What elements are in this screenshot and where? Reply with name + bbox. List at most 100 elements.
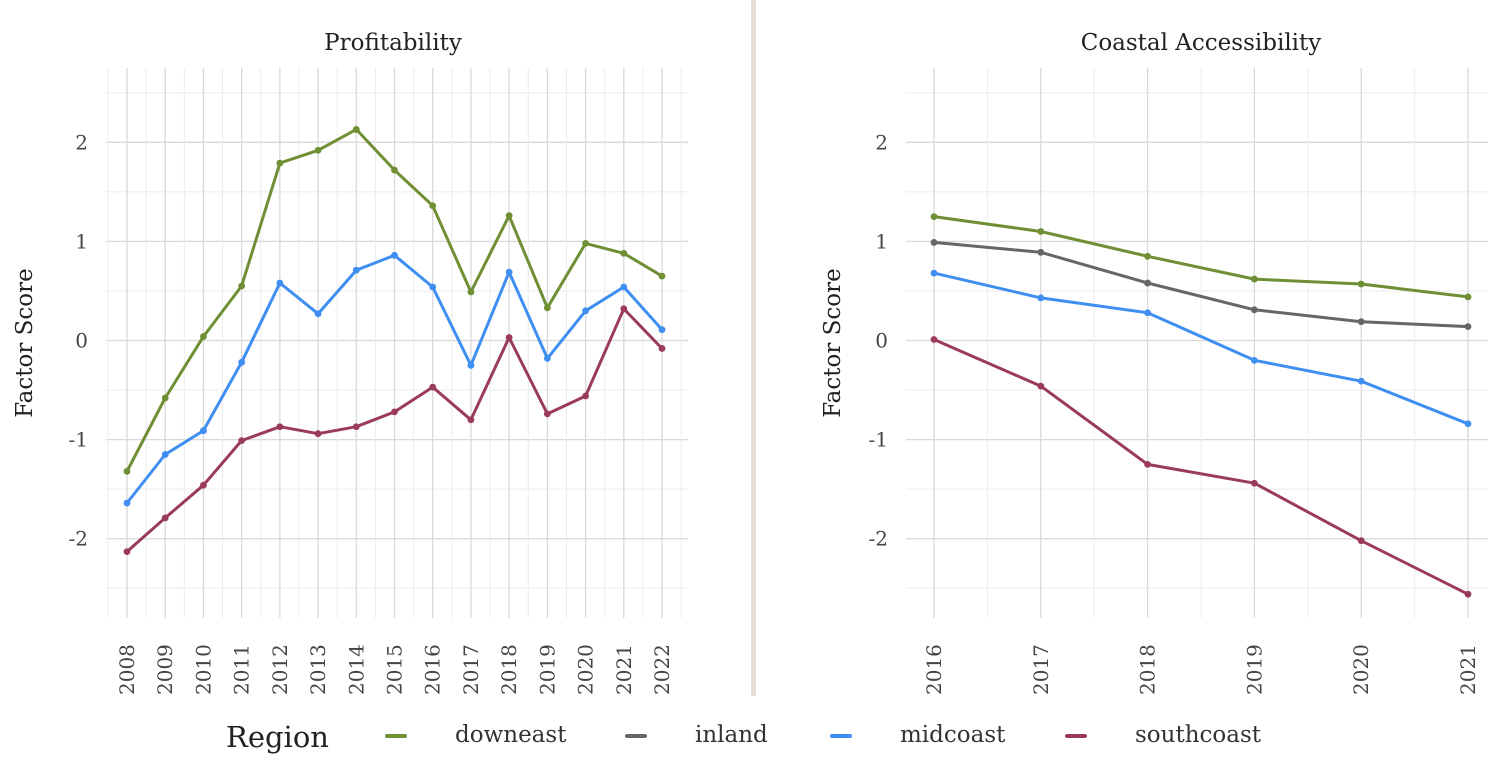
x-tick-label: 2012 <box>268 644 292 695</box>
data-point-downeast <box>620 249 628 257</box>
data-point-southcoast <box>467 416 475 424</box>
x-tick-label: 2022 <box>650 644 674 695</box>
x-tick-label: 2020 <box>1349 644 1373 695</box>
data-point-southcoast <box>620 305 628 313</box>
data-point-downeast <box>1251 275 1258 283</box>
y-axis-title: Factor Score <box>12 268 38 417</box>
data-point-downeast <box>391 166 398 174</box>
data-point-inland <box>1251 306 1258 314</box>
data-point-midcoast <box>123 499 131 507</box>
data-point-downeast <box>467 288 475 296</box>
data-point-southcoast <box>582 392 589 400</box>
x-tick-label: 2014 <box>344 644 368 695</box>
series-line-downeast <box>933 215 1469 299</box>
data-point-midcoast <box>467 361 475 369</box>
data-point-downeast <box>123 467 131 475</box>
legend-key-inland <box>625 734 647 738</box>
y-tick-label: -1 <box>69 428 88 452</box>
data-point-midcoast <box>543 354 551 362</box>
data-point-southcoast <box>161 514 169 522</box>
series-inland <box>930 239 1472 331</box>
data-point-midcoast <box>1037 294 1045 302</box>
data-point-southcoast <box>543 410 551 418</box>
x-tick-label: 2009 <box>153 644 177 695</box>
x-tick-label: 2010 <box>191 644 215 695</box>
series-line-midcoast <box>933 271 1469 426</box>
x-tick-label: 2021 <box>1456 644 1480 695</box>
legend-key-downeast <box>385 734 407 738</box>
x-tick-label: 2019 <box>535 644 559 695</box>
data-point-southcoast <box>391 408 398 416</box>
data-point-midcoast <box>582 307 589 315</box>
data-point-southcoast <box>200 481 207 489</box>
data-point-southcoast <box>658 345 666 352</box>
data-point-downeast <box>1144 252 1151 260</box>
y-tick-label: 0 <box>75 329 88 353</box>
data-point-downeast <box>1357 280 1365 288</box>
series-midcoast <box>123 251 666 507</box>
data-point-downeast <box>658 272 666 280</box>
data-point-downeast <box>1037 228 1045 235</box>
data-point-downeast <box>314 146 322 154</box>
data-point-southcoast <box>276 423 284 431</box>
x-tick-label: 2011 <box>230 644 254 695</box>
data-point-midcoast <box>1251 356 1258 364</box>
y-axis-title: Factor Score <box>820 268 846 417</box>
data-point-downeast <box>352 126 360 133</box>
y-tick-label: -2 <box>69 527 88 551</box>
grid <box>906 68 1488 618</box>
data-point-downeast <box>930 213 938 221</box>
data-point-midcoast <box>620 283 628 291</box>
chart-title: Coastal Accessibility <box>1081 30 1322 56</box>
data-point-downeast <box>200 333 207 340</box>
data-point-downeast <box>582 240 589 247</box>
y-tick-label: 1 <box>875 229 888 253</box>
data-point-downeast <box>1464 293 1472 301</box>
y-tick-label: 2 <box>875 130 888 154</box>
series-downeast <box>930 213 1472 301</box>
x-tick-label: 2013 <box>306 644 330 695</box>
data-point-inland <box>1144 279 1151 287</box>
chart-title: Profitability <box>324 30 462 56</box>
data-point-southcoast <box>352 423 360 431</box>
data-point-southcoast <box>314 430 322 438</box>
data-point-midcoast <box>429 283 437 291</box>
data-point-midcoast <box>1144 309 1151 317</box>
y-tick-label: -2 <box>869 527 888 551</box>
series-midcoast <box>930 269 1472 428</box>
data-point-southcoast <box>505 334 513 341</box>
profitability-panel: Profitability Factor Score -2 -1 0 1 2 2008 2009… <box>12 30 688 695</box>
data-point-southcoast <box>1357 537 1365 545</box>
legend-label-southcoast: southcoast <box>1135 722 1262 748</box>
data-point-inland <box>1037 248 1045 256</box>
y-tick-label: 1 <box>75 229 88 253</box>
grid <box>106 68 688 618</box>
panel-divider <box>751 0 756 696</box>
series-southcoast <box>930 336 1472 598</box>
data-point-midcoast <box>314 310 322 318</box>
data-point-midcoast <box>276 279 284 287</box>
data-point-midcoast <box>352 266 360 274</box>
data-point-southcoast <box>1144 460 1151 468</box>
x-tick-label: 2008 <box>115 644 139 695</box>
data-point-downeast <box>276 159 284 167</box>
x-tick-label: 2020 <box>574 644 598 695</box>
coastal-accessibility-panel: Coastal Accessibility Factor Score -2 -1 0 1 2… <box>820 30 1488 695</box>
data-point-downeast <box>429 202 437 210</box>
legend-label-midcoast: midcoast <box>900 722 1006 748</box>
data-point-southcoast <box>1037 382 1045 390</box>
data-point-downeast <box>161 394 169 402</box>
data-point-midcoast <box>161 451 169 458</box>
x-tick-label: 2018 <box>1136 644 1160 695</box>
y-tick-label: 0 <box>875 329 888 353</box>
data-point-southcoast <box>429 383 437 391</box>
legend-key-southcoast <box>1065 734 1087 738</box>
series-line-southcoast <box>933 338 1469 596</box>
x-tick-label: 2019 <box>1242 644 1266 695</box>
data-point-inland <box>930 239 938 246</box>
data-point-downeast <box>238 282 246 290</box>
legend-label-downeast: downeast <box>455 722 567 748</box>
x-tick-label: 2016 <box>421 644 445 695</box>
data-point-midcoast <box>238 358 246 366</box>
